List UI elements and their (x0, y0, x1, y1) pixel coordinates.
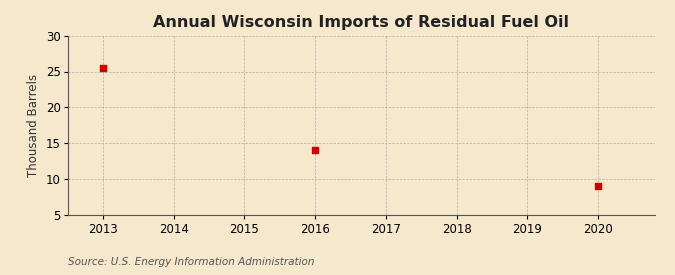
Title: Annual Wisconsin Imports of Residual Fuel Oil: Annual Wisconsin Imports of Residual Fue… (153, 15, 569, 31)
Y-axis label: Thousand Barrels: Thousand Barrels (27, 73, 40, 177)
Point (593, 184, 603, 188)
Point (310, 148, 321, 152)
Text: Source: U.S. Energy Information Administration: Source: U.S. Energy Information Administ… (68, 257, 314, 267)
Point (97, 66, 108, 70)
